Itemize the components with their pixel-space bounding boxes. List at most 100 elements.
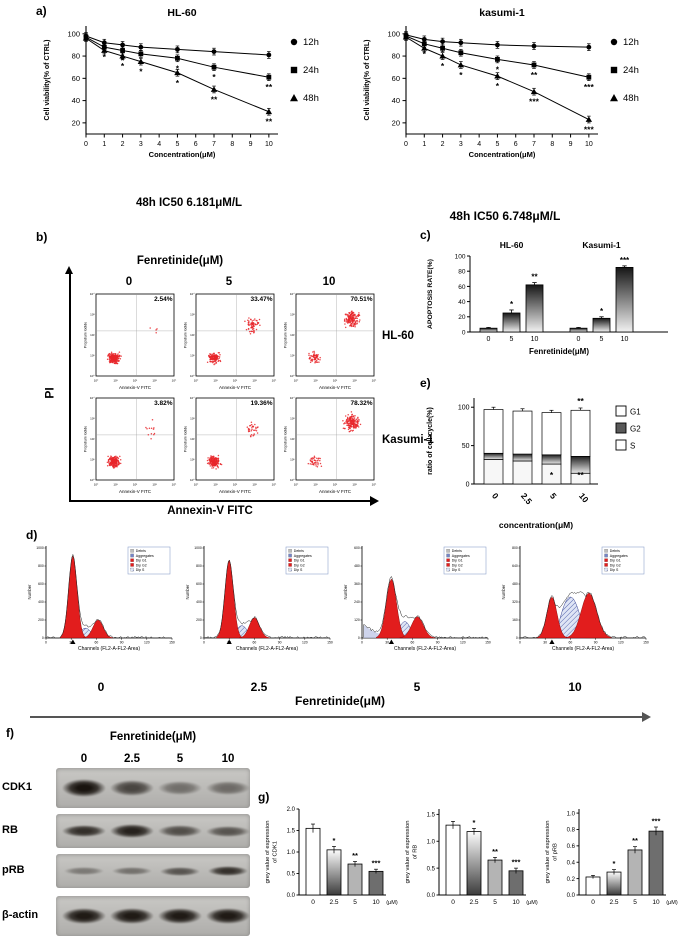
svg-text:3: 3: [459, 141, 463, 148]
svg-text:0.0: 0.0: [287, 893, 296, 899]
svg-text:0: 0: [490, 491, 501, 501]
svg-text:10⁰: 10⁰: [294, 483, 299, 487]
svg-text:(μM): (μM): [666, 900, 678, 906]
svg-text:**: **: [266, 82, 273, 92]
svg-text:of RB: of RB: [413, 845, 419, 860]
svg-text:5: 5: [600, 336, 604, 343]
svg-text:**: **: [266, 117, 273, 127]
svg-text:Dip G2: Dip G2: [452, 563, 463, 567]
svg-text:5: 5: [548, 491, 559, 501]
flow-row-kasumi: Kasumi-1: [382, 434, 434, 446]
svg-text:10²: 10²: [133, 379, 137, 383]
svg-text:24h: 24h: [303, 65, 319, 76]
svg-text:800: 800: [512, 546, 518, 550]
svg-text:*: *: [423, 49, 427, 59]
svg-text:10³: 10³: [352, 379, 356, 383]
svg-text:0: 0: [200, 636, 202, 640]
svg-text:10¹: 10¹: [113, 483, 117, 487]
svg-text:Annexin-V FITC: Annexin-V FITC: [319, 385, 352, 390]
hist-cat-5: 5: [413, 680, 421, 694]
svg-text:grey value of expression: grey value of expression: [545, 821, 551, 884]
svg-text:*: *: [550, 470, 554, 480]
svg-text:600: 600: [354, 546, 360, 550]
svg-text:Debris: Debris: [294, 549, 304, 553]
svg-text:0: 0: [358, 636, 360, 640]
svg-text:ratio of cell cycle(%): ratio of cell cycle(%): [427, 407, 434, 475]
svg-text:Annexin-V FITC: Annexin-V FITC: [119, 489, 152, 494]
fitc-axis-label: Annexin-V FITC: [167, 505, 253, 517]
svg-text:**: **: [531, 273, 538, 282]
svg-text:Debris: Debris: [452, 549, 462, 553]
svg-text:10²: 10²: [290, 437, 294, 441]
svg-text:of pRB: of pRB: [553, 843, 559, 861]
svg-text:0.5: 0.5: [427, 866, 436, 872]
svg-text:Aggregates: Aggregates: [136, 554, 154, 558]
svg-text:150: 150: [485, 641, 491, 645]
svg-text:Aggregates: Aggregates: [452, 554, 470, 558]
svg-text:80: 80: [72, 52, 80, 61]
svg-text:640: 640: [512, 564, 518, 568]
svg-text:0: 0: [591, 899, 595, 906]
svg-text:60: 60: [95, 641, 99, 645]
svg-text:10⁰: 10⁰: [294, 379, 299, 383]
hist-axis-title: Fenretinide(μM): [294, 694, 385, 708]
svg-text:10⁴: 10⁴: [190, 292, 195, 296]
svg-text:8: 8: [230, 141, 234, 148]
blot-row-label-rb: RB: [2, 824, 18, 836]
svg-text:**: **: [577, 470, 584, 480]
svg-text:10: 10: [652, 899, 660, 906]
blot-band: [62, 908, 106, 924]
svg-text:2: 2: [121, 141, 125, 148]
viability-chart-hl60: 20 40 60 80 100 0 1 2 3 4 5 6 7 8 9 10 HL-60 Concentratio…: [44, 7, 319, 159]
cycle-hist-10: 0 160 320 480 640 800 0 30 60 90 120 150 Channels (F…: [501, 546, 649, 652]
svg-text:6: 6: [194, 141, 198, 148]
svg-text:*: *: [600, 307, 604, 316]
svg-text:60: 60: [72, 74, 80, 83]
svg-text:10: 10: [577, 491, 591, 505]
svg-text:10¹: 10¹: [90, 354, 94, 358]
panel-b-label: b): [36, 230, 48, 244]
svg-text:5: 5: [493, 899, 497, 906]
svg-text:150: 150: [643, 641, 649, 645]
panel-e-label: e): [420, 376, 431, 390]
svg-text:1.5: 1.5: [287, 829, 296, 835]
svg-text:200: 200: [196, 618, 202, 622]
svg-text:Number: Number: [343, 584, 348, 599]
svg-text:90: 90: [436, 641, 440, 645]
svg-text:10: 10: [372, 899, 380, 906]
svg-text:800: 800: [38, 564, 44, 568]
blot-band: [62, 824, 106, 838]
svg-text:48h: 48h: [623, 93, 639, 104]
svg-text:**: **: [211, 94, 218, 104]
svg-text:G2: G2: [630, 425, 641, 434]
svg-text:Number: Number: [185, 584, 190, 599]
svg-text:120: 120: [618, 641, 624, 645]
svg-text:30: 30: [385, 641, 389, 645]
svg-text:Channels (FL2-A-FL2-Area): Channels (FL2-A-FL2-Area): [394, 646, 456, 652]
blot-band: [110, 780, 154, 796]
svg-text:Dip S: Dip S: [452, 568, 461, 572]
hist-axis-line: [30, 716, 642, 718]
svg-text:12h: 12h: [303, 37, 319, 48]
svg-text:600: 600: [196, 582, 202, 586]
blot-row-label-actin: β-actin: [2, 909, 39, 921]
svg-text:APOPTOSIS RATE(%): APOPTOSIS RATE(%): [427, 259, 434, 329]
blot-band: [64, 867, 104, 875]
svg-text:100: 100: [455, 253, 466, 260]
svg-text:200: 200: [38, 618, 44, 622]
grey-value-chart-rb: 0.0 0.5 1.0 1.5 grey value of expression of R…: [405, 809, 538, 906]
svg-text:*: *: [459, 70, 463, 80]
svg-text:19.36%: 19.36%: [250, 400, 272, 407]
svg-text:10²: 10²: [333, 483, 337, 487]
svg-text:10²: 10²: [90, 437, 94, 441]
svg-text:G1: G1: [630, 408, 641, 417]
svg-text:10⁴: 10⁴: [190, 396, 195, 400]
svg-text:160: 160: [512, 618, 518, 622]
svg-text:10⁴: 10⁴: [272, 483, 277, 487]
blot-row-label-prb: pRB: [2, 864, 25, 876]
svg-text:***: ***: [529, 97, 540, 107]
svg-text:HL-60: HL-60: [500, 240, 524, 250]
svg-text:33.47%: 33.47%: [250, 296, 272, 303]
